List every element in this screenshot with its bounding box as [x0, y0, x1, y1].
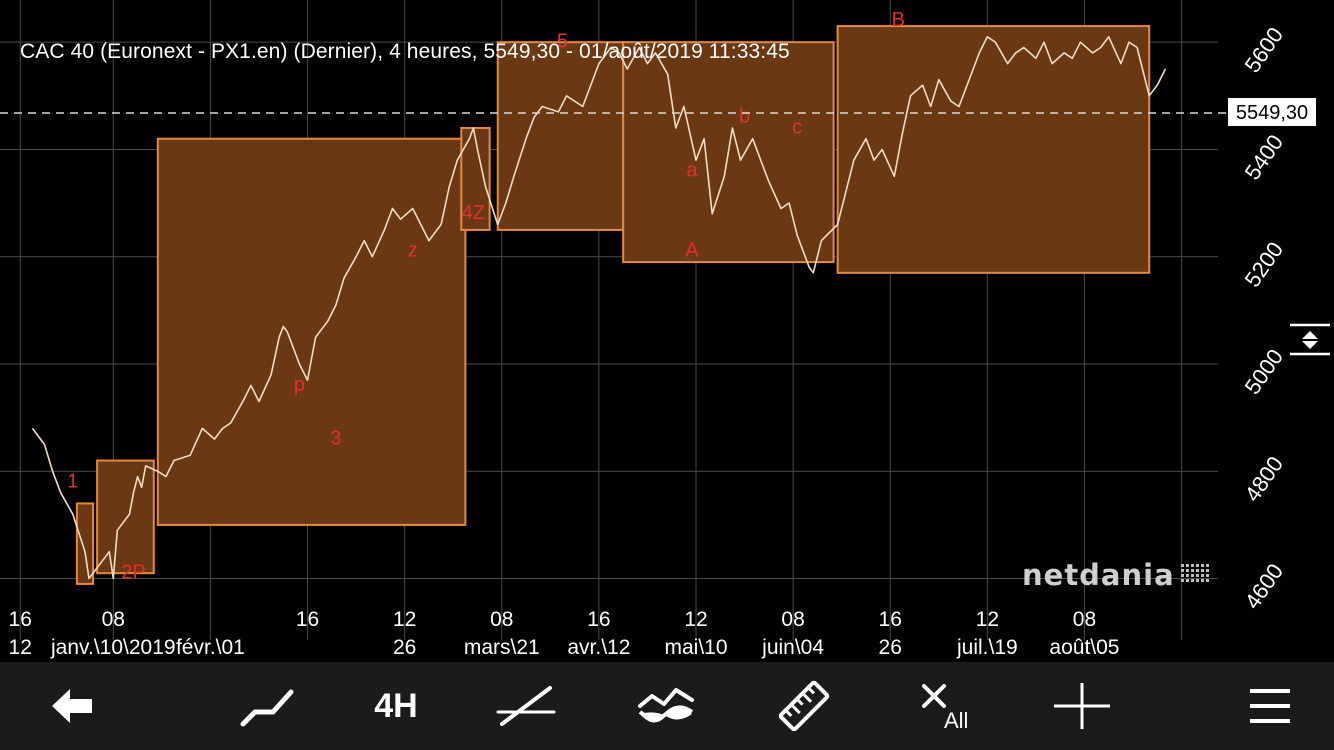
- x-tick-label: 08: [490, 608, 513, 631]
- wave-label: A: [685, 240, 699, 262]
- x-tick-label: 08: [102, 608, 125, 631]
- timeframe-button[interactable]: 4H: [360, 676, 432, 736]
- wave-box: [836, 25, 1151, 274]
- x-tick-label: 08: [1073, 608, 1096, 631]
- y-tick-label: 5400: [1240, 130, 1289, 184]
- price-series: [31, 36, 1167, 580]
- x-tick-sublabel: févr.\01: [176, 636, 245, 659]
- bottom-toolbar: 4H All: [0, 662, 1334, 750]
- indicators-button[interactable]: [634, 676, 698, 736]
- x-tick-label: 16: [296, 608, 319, 631]
- watermark-text: netdania: [1022, 558, 1175, 592]
- line-chart-button[interactable]: [234, 676, 300, 736]
- ruler-button[interactable]: [772, 676, 836, 736]
- wave-label: 5: [557, 31, 568, 53]
- wave-box: [75, 502, 95, 585]
- wave-label: 1: [67, 470, 78, 492]
- netdania-watermark: netdania: [1022, 558, 1213, 592]
- hamburger-icon: [1250, 689, 1290, 723]
- timeframe-label: 4H: [374, 686, 418, 725]
- scale-handle[interactable]: [1290, 320, 1330, 360]
- wave-label: a: [686, 159, 698, 181]
- wave-box: [496, 41, 625, 231]
- wave-label: 2P: [121, 562, 145, 584]
- x-tick-sublabel: juin\04: [761, 636, 824, 659]
- chart-title: CAC 40 (Euronext - PX1.en) (Dernier), 4 …: [20, 40, 790, 63]
- wave-label: b: [739, 106, 750, 128]
- trendline-button[interactable]: [494, 676, 558, 736]
- x-tick-sublabel: août\05: [1049, 636, 1119, 659]
- wave-label: c: [792, 116, 802, 138]
- wave-labels: 1 2P 3 p z 4Z 5 a b c A B: [67, 9, 905, 583]
- x-tick-sublabel: juil.\19: [956, 636, 1018, 659]
- line-chart-icon: [240, 689, 294, 727]
- y-tick-label: 4800: [1240, 452, 1289, 506]
- back-button[interactable]: [40, 676, 104, 736]
- x-tick-label: 12: [393, 608, 416, 631]
- wave-label: B: [892, 9, 905, 31]
- wave-boxes: [75, 25, 1151, 585]
- x-tick-sublabel: mars\21: [464, 636, 540, 659]
- y-tick-label: 5200: [1240, 237, 1289, 291]
- last-price-label: 5549,30: [1236, 102, 1308, 124]
- x-tick-label: 12: [976, 608, 999, 631]
- expand-vertical-icon: [1302, 331, 1318, 349]
- x-axis: 16 12 08 janv.\10\2019 févr.\01 16 12 26 08 mars\…: [9, 608, 1120, 659]
- wave-label: p: [294, 374, 305, 396]
- x-tick-label: 16: [879, 608, 902, 631]
- arrow-left-icon: [52, 689, 92, 723]
- wave-label: 3: [330, 427, 341, 449]
- x-tick-label: 12: [684, 608, 707, 631]
- x-tick-label: 16: [9, 608, 32, 631]
- y-tick-label: 5000: [1240, 344, 1289, 398]
- x-tick-label: 16: [587, 608, 610, 631]
- x-tick-sublabel: janv.\10\2019: [50, 636, 176, 659]
- crosshair-icon: [1054, 683, 1110, 729]
- x-tick-sublabel: mai\10: [664, 636, 727, 659]
- last-price-box: [1228, 98, 1316, 126]
- y-tick-label: 5600: [1240, 23, 1289, 77]
- trendline-icon: [496, 686, 556, 726]
- menu-button[interactable]: [1238, 676, 1302, 736]
- last-price-marker: 5549,30: [0, 98, 1316, 126]
- ruler-icon: [778, 680, 830, 732]
- x-tick-sublabel: avr.\12: [567, 636, 630, 659]
- indicators-icon: [638, 688, 694, 723]
- dot-grid-icon: [1180, 564, 1209, 582]
- delete-all-label: All: [944, 708, 968, 733]
- wave-label: 4Z: [462, 202, 485, 224]
- wave-box: [156, 137, 467, 526]
- close-icon: All: [922, 684, 968, 733]
- x-tick-label: 08: [781, 608, 804, 631]
- delete-all-button[interactable]: All: [912, 676, 976, 736]
- y-tick-label: 4600: [1240, 559, 1289, 613]
- price-line: [31, 36, 1167, 580]
- x-tick-sublabel: 26: [879, 636, 902, 659]
- x-tick-sublabel: 12: [9, 636, 32, 659]
- x-tick-sublabel: 26: [393, 636, 416, 659]
- wave-label: z: [408, 240, 418, 262]
- crosshair-button[interactable]: [1050, 676, 1114, 736]
